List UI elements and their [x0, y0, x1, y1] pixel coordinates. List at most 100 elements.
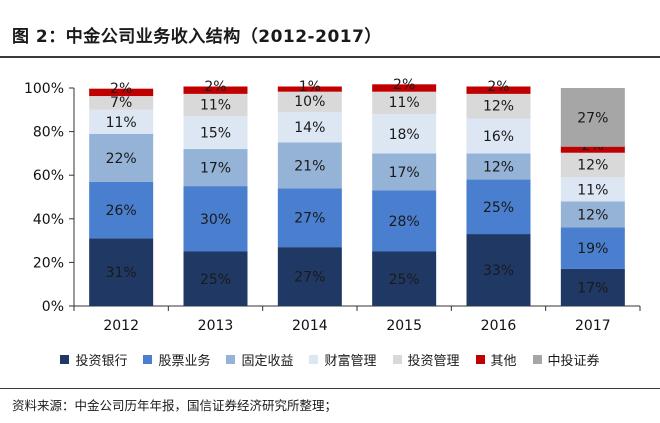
legend-label: 固定收益: [241, 354, 294, 369]
bar-segment: [277, 247, 342, 306]
legend-label: 其他: [490, 354, 517, 369]
legend-swatch: [392, 355, 402, 364]
x-tick-label: 2015: [386, 318, 422, 334]
bar-segment: [372, 84, 437, 92]
data-label: 2%: [393, 77, 415, 93]
bar-segment: [183, 92, 248, 117]
x-tick-label: 2017: [575, 318, 611, 334]
bar-segment: [372, 251, 437, 306]
data-label: 11%: [389, 95, 420, 111]
data-label: 30%: [200, 212, 231, 228]
bar-segment: [372, 114, 437, 154]
legend-item: 投资银行: [60, 350, 127, 369]
bar-segment: [560, 177, 625, 202]
data-label: 12%: [483, 98, 514, 114]
y-tick-label: 100%: [24, 81, 64, 97]
bar-segment: [466, 118, 531, 154]
data-label: 21%: [294, 158, 325, 174]
legend-item: 中投证券: [532, 350, 600, 369]
bar-segment: [183, 116, 248, 150]
bar-segment: [560, 227, 625, 269]
x-tick-label: 2014: [292, 318, 328, 334]
data-label: 31%: [106, 265, 137, 281]
data-label: 25%: [200, 272, 231, 288]
data-label: 11%: [200, 97, 231, 113]
bar-segment: [466, 92, 531, 119]
bar-segment: [560, 88, 625, 147]
data-label: 27%: [577, 110, 608, 126]
bar-segment: [372, 190, 437, 252]
bar-segment: [89, 181, 154, 239]
bar-segment: [372, 90, 437, 115]
top-rule: [0, 56, 660, 58]
bar-segment: [89, 94, 154, 110]
bar-segment: [372, 153, 437, 191]
legend-label: 股票业务: [158, 354, 211, 369]
bar-segment: [560, 268, 625, 306]
legend-label: 财富管理: [324, 354, 377, 369]
source-note: 资料来源：中金公司历年年报，国信证券经济研究所整理；: [12, 398, 338, 413]
legend-swatch: [60, 355, 70, 364]
legend-label: 中投证券: [547, 354, 600, 369]
stacked-bar-chart: 0%20%40%60%80%100%31%26%22%11%7%2%201225…: [24, 77, 641, 334]
data-label: 22%: [106, 151, 137, 167]
bar-segment: [183, 149, 248, 187]
data-label: 18%: [389, 127, 420, 143]
legend-swatch: [226, 355, 236, 364]
bar-segment: [89, 109, 154, 134]
bar-segment: [466, 86, 531, 94]
bottom-rule: [0, 388, 660, 389]
data-label: 17%: [577, 280, 608, 296]
legend-label: 投资银行: [75, 354, 128, 369]
bar-segment: [277, 111, 342, 143]
bar-segment: [560, 151, 625, 178]
data-label: 12%: [483, 159, 514, 175]
figure-title: 图 2：中金公司业务收入结构（2012-2017）: [12, 27, 382, 47]
bar-segment: [89, 238, 154, 306]
data-label: 25%: [389, 272, 420, 288]
data-label: 26%: [106, 203, 137, 219]
y-tick-label: 40%: [33, 212, 64, 228]
legend-label: 投资管理: [407, 354, 460, 369]
bar-segment: [560, 145, 625, 153]
legend-swatch: [309, 355, 319, 364]
bar-segment: [183, 86, 248, 94]
data-label: 25%: [483, 200, 514, 216]
chart-legend: 投资银行 股票业务 固定收益 财富管理 投资管理 其他 中投证券: [0, 350, 660, 369]
bar-segment: [466, 234, 531, 306]
data-label: 2%: [487, 79, 509, 95]
data-label: 11%: [106, 115, 137, 131]
data-label: 27%: [294, 211, 325, 227]
legend-swatch: [532, 355, 542, 364]
bar-segment: [466, 179, 531, 235]
data-label: 33%: [483, 263, 514, 279]
legend-item: 固定收益: [226, 350, 293, 369]
data-label: 15%: [200, 126, 231, 142]
x-tick-label: 2013: [198, 318, 234, 334]
data-label: 19%: [577, 241, 608, 257]
legend-item: 投资管理: [392, 350, 460, 369]
data-label: 16%: [483, 129, 514, 145]
bar-segment: [89, 133, 154, 182]
y-tick-label: 60%: [33, 168, 64, 184]
bar-segment: [466, 153, 531, 180]
legend-item: 股票业务: [143, 350, 210, 369]
bar-segment: [277, 188, 342, 248]
y-tick-label: 80%: [33, 125, 64, 141]
data-label: 27%: [294, 270, 325, 286]
legend-item: 其他: [475, 350, 517, 369]
x-tick-label: 2016: [481, 318, 517, 334]
data-label: 14%: [294, 120, 325, 136]
data-label: 11%: [577, 182, 608, 198]
legend-swatch: [475, 355, 485, 364]
data-label: 2%: [110, 81, 132, 97]
data-label: 1%: [299, 79, 321, 95]
data-label: 17%: [389, 165, 420, 181]
data-label: 12%: [577, 207, 608, 223]
data-label: 17%: [200, 161, 231, 177]
y-tick-label: 0%: [42, 299, 64, 315]
y-tick-label: 20%: [33, 255, 64, 271]
data-label: 7%: [110, 95, 132, 111]
x-tick-label: 2012: [103, 318, 139, 334]
bar-segment: [560, 201, 625, 228]
